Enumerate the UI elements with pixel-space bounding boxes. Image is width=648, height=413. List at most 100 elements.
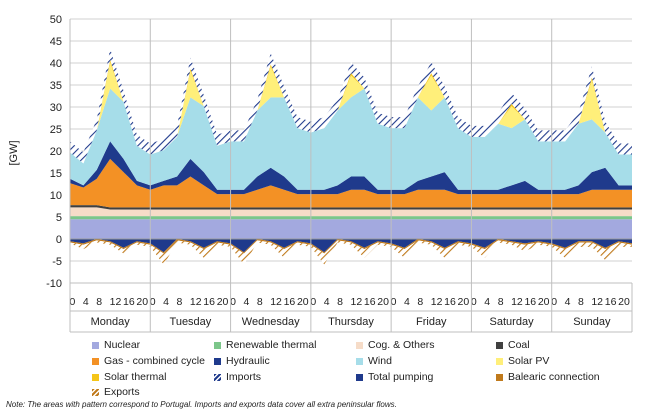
y-tick-label: 40 xyxy=(50,58,62,70)
legend-swatch xyxy=(92,388,99,396)
x-tick-label: 0 xyxy=(551,296,557,308)
legend-label: Exports xyxy=(104,386,140,398)
legend-label: Balearic connection xyxy=(508,371,600,383)
x-tick-label: 12 xyxy=(431,296,443,308)
legend-swatch xyxy=(496,357,503,365)
legend-label: Hydraulic xyxy=(226,355,270,367)
x-tick-label: 16 xyxy=(444,296,456,308)
legend-swatch xyxy=(92,373,99,381)
legend-label: Cog. & Others xyxy=(368,339,435,351)
x-tick-label: 12 xyxy=(190,296,202,308)
legend-label: Renewable thermal xyxy=(226,339,317,351)
legend-swatch xyxy=(214,357,221,365)
legend-swatch xyxy=(92,357,99,365)
x-tick-label: 8 xyxy=(257,296,263,308)
area-solar-pv xyxy=(70,62,632,164)
x-tick-label: 16 xyxy=(605,296,617,308)
x-tick-label: 4 xyxy=(163,296,169,308)
legend-item: Exports xyxy=(92,386,140,398)
x-tick-label: 4 xyxy=(324,296,330,308)
y-tick-label: 0 xyxy=(56,234,62,246)
x-tick-label: 0 xyxy=(70,296,76,308)
y-tick-label: 20 xyxy=(50,146,62,158)
day-label: Tuesday xyxy=(170,316,212,328)
legend-label: Coal xyxy=(508,339,530,351)
footnote: Note: The areas with pattern correspond … xyxy=(6,400,397,409)
area-nuclear xyxy=(70,219,632,239)
x-tick-label: 4 xyxy=(565,296,571,308)
area-imports xyxy=(70,48,632,164)
y-tick-label: 5 xyxy=(56,212,62,224)
day-label: Monday xyxy=(91,316,131,328)
x-tick-label: 12 xyxy=(110,296,122,308)
x-tick-label: 0 xyxy=(391,296,397,308)
x-tick-label: 20 xyxy=(297,296,309,308)
x-tick-label: 20 xyxy=(458,296,470,308)
area-renewable-thermal xyxy=(70,216,632,220)
x-tick-label: 8 xyxy=(96,296,102,308)
x-tick-label: 16 xyxy=(364,296,376,308)
x-tick-label: 20 xyxy=(538,296,550,308)
legend-item: Coal xyxy=(496,339,530,351)
legend-item: Total pumping xyxy=(356,371,433,383)
y-tick-label: 45 xyxy=(50,36,62,48)
x-tick-label: 0 xyxy=(150,296,156,308)
y-axis-title: [GW] xyxy=(8,140,20,165)
legend-label: Nuclear xyxy=(104,339,141,351)
legend-item: Wind xyxy=(356,355,392,367)
x-tick-label: 12 xyxy=(270,296,282,308)
legend-item: Solar PV xyxy=(496,355,549,367)
x-tick-label: 8 xyxy=(337,296,343,308)
x-tick-label: 0 xyxy=(230,296,236,308)
x-tick-label: 0 xyxy=(471,296,477,308)
legend-item: Balearic connection xyxy=(496,371,600,383)
legend-swatch xyxy=(214,373,221,381)
legend-item: Cog. & Others xyxy=(356,339,435,351)
y-tick-label: 50 xyxy=(50,14,62,26)
x-tick-label: 16 xyxy=(203,296,215,308)
legend-swatch xyxy=(356,357,363,365)
area-total-pumping xyxy=(70,239,632,253)
x-tick-label: 12 xyxy=(591,296,603,308)
legend-label: Gas - combined cycle xyxy=(104,355,205,367)
legend-item: Solar thermal xyxy=(92,371,166,383)
area-layer xyxy=(70,48,632,265)
x-tick-label: 0 xyxy=(310,296,316,308)
x-tick-label: 16 xyxy=(284,296,296,308)
x-tick-label: 8 xyxy=(498,296,504,308)
day-label: Sunday xyxy=(573,316,611,328)
y-tick-label: -5 xyxy=(52,256,62,268)
day-label: Thursday xyxy=(328,316,374,328)
x-tick-label: 4 xyxy=(243,296,249,308)
x-tick-label: 16 xyxy=(524,296,536,308)
legend-label: Wind xyxy=(368,355,392,367)
legend-label: Solar thermal xyxy=(104,371,167,383)
legend-swatch xyxy=(92,341,99,349)
y-tick-label: -10 xyxy=(46,278,62,290)
legend-swatch xyxy=(496,341,503,349)
area-balearic-connection xyxy=(70,239,632,254)
y-tick-label: 25 xyxy=(50,124,62,136)
legend-swatch xyxy=(356,373,363,381)
legend-label: Total pumping xyxy=(368,371,434,383)
legend-swatch xyxy=(356,341,363,349)
day-label: Friday xyxy=(416,316,447,328)
x-tick-label: 8 xyxy=(578,296,584,308)
x-tick-label: 16 xyxy=(123,296,135,308)
y-tick-label: 15 xyxy=(50,168,62,180)
legend-item: Hydraulic xyxy=(214,355,270,367)
day-label: Wednesday xyxy=(242,316,300,328)
x-tick-label: 12 xyxy=(511,296,523,308)
x-tick-label: 20 xyxy=(217,296,229,308)
x-tick-label: 4 xyxy=(484,296,490,308)
legend-label: Imports xyxy=(226,371,262,383)
y-tick-label: 35 xyxy=(50,80,62,92)
x-tick-label: 4 xyxy=(83,296,89,308)
x-tick-label: 20 xyxy=(377,296,389,308)
x-tick-label: 12 xyxy=(351,296,363,308)
legend-item: Nuclear xyxy=(92,339,140,351)
legend-swatch xyxy=(496,373,503,381)
x-tick-label: 4 xyxy=(404,296,410,308)
